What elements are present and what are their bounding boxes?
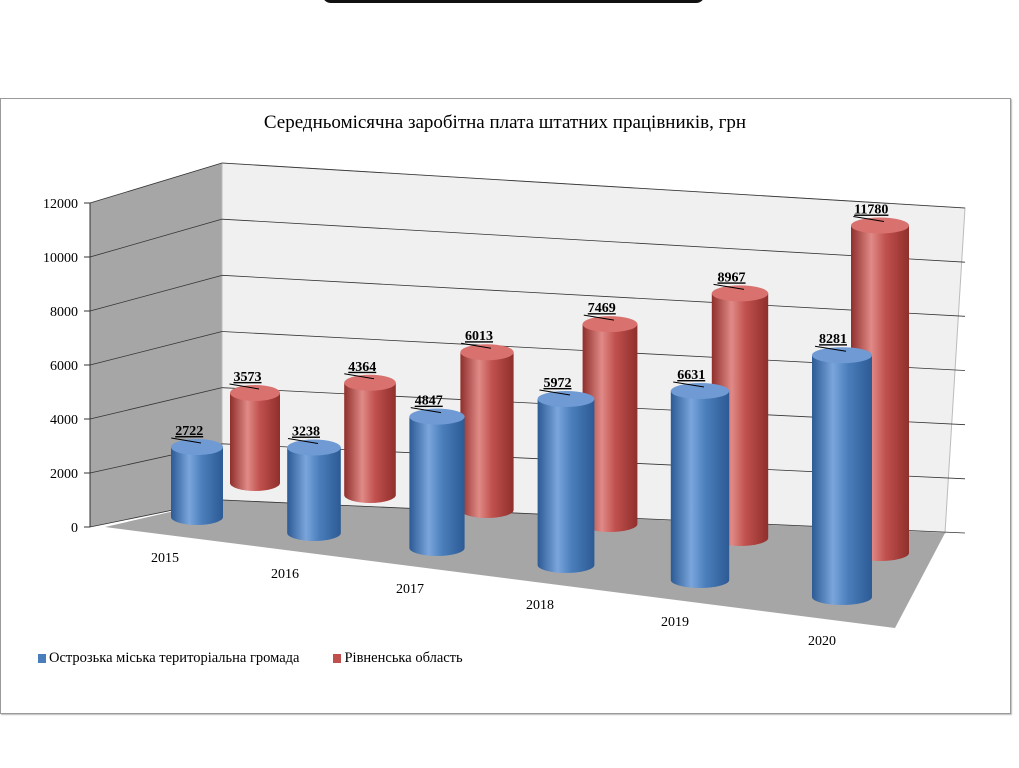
cylinder-top (711, 285, 769, 302)
cylinder-body (287, 447, 341, 541)
cylinder-top (670, 383, 730, 400)
cylinder-top (230, 384, 280, 401)
gridline (221, 274, 966, 317)
cylinder-top (537, 390, 595, 407)
cylinder-body (670, 391, 730, 588)
data-label: 8967 (718, 270, 746, 285)
data-label: 3238 (292, 425, 320, 440)
cylinder-blue-2017: 4847 (409, 394, 465, 556)
x-tick-label: 2015 (151, 551, 179, 566)
cylinder-top (851, 217, 909, 234)
data-label-leader (539, 389, 571, 396)
legend-item-series-1: Острозька міська територіальна громада (38, 650, 299, 667)
data-label-leader (814, 345, 847, 352)
cylinder-top (460, 344, 514, 361)
x-tick-label: 2019 (661, 615, 689, 630)
data-label-leader (460, 342, 492, 349)
cylinder-red-2015: 3573 (229, 370, 280, 491)
x-tick-label: 2018 (526, 598, 554, 613)
data-label-leader (171, 437, 202, 444)
cylinder-body (171, 447, 223, 525)
y-tick-label: 2000 (50, 467, 78, 482)
cylinder-top (582, 316, 638, 333)
cylinder-red-2018: 7469 (582, 301, 638, 532)
cylinder-top (344, 374, 396, 391)
gridline (89, 331, 223, 366)
data-label-leader (673, 381, 705, 388)
legend: Острозька міська територіальна громада Р… (38, 650, 463, 667)
cylinder-blue-2020: 8281 (812, 332, 872, 605)
side-wall (90, 163, 222, 527)
data-label: 8281 (819, 332, 847, 347)
legend-swatch-blue (38, 654, 46, 663)
gridline (89, 218, 223, 258)
chart-title: Середньомісячна заробітна плата штатних … (263, 112, 747, 133)
data-label-leader (713, 283, 745, 290)
gridline (221, 218, 966, 263)
cylinder-body (409, 416, 465, 556)
y-tick-label: 10000 (43, 251, 78, 266)
data-label-leader (853, 216, 885, 223)
cylinder-body (460, 352, 514, 518)
y-tick-label: 0 (71, 521, 78, 536)
gridline (89, 387, 223, 420)
cylinder-blue-2016: 3238 (287, 425, 341, 541)
data-label: 2722 (175, 424, 203, 439)
y-tick-label: 12000 (43, 197, 78, 212)
y-tick-label: 6000 (50, 359, 78, 374)
legend-label: Рівненська область (344, 650, 463, 666)
data-label: 5972 (543, 376, 571, 391)
cylinder-blue-2015: 2722 (171, 424, 223, 525)
cylinder-body (230, 392, 280, 491)
cylinder-top (171, 439, 223, 456)
data-label: 7469 (588, 301, 616, 316)
cylinder-body (582, 324, 638, 532)
cylinder-body (537, 398, 595, 573)
cylinder-body (812, 355, 872, 605)
y-tick-label: 4000 (50, 413, 78, 428)
data-label-leader (229, 383, 260, 390)
data-label: 6631 (677, 368, 705, 383)
chart-frame (0, 98, 1011, 714)
legend-item-series-2: Рівненська область (333, 650, 463, 667)
gridline (89, 274, 223, 312)
top-black-bar (322, 0, 705, 3)
data-label: 4847 (415, 394, 443, 409)
data-label-leader (344, 373, 375, 380)
cylinder-red-2017: 6013 (460, 329, 514, 518)
y-tick-label: 8000 (50, 305, 78, 320)
data-label-leader (583, 314, 615, 321)
cylinder-top (812, 347, 872, 364)
data-label: 11780 (854, 203, 888, 218)
data-label: 6013 (465, 329, 493, 344)
x-tick-label: 2020 (808, 634, 836, 649)
legend-swatch-red (333, 654, 342, 663)
legend-label: Острозька міська територіальна громада (49, 650, 300, 666)
data-label-leader (410, 407, 442, 414)
cylinder-top (409, 408, 465, 425)
data-label: 4364 (348, 360, 376, 375)
cylinder-blue-2019: 6631 (670, 368, 730, 588)
cylinder-blue-2018: 5972 (537, 376, 595, 573)
data-label: 3573 (234, 370, 262, 385)
x-tick-label: 2016 (271, 567, 299, 582)
gridline (221, 162, 966, 209)
gridline (89, 162, 223, 204)
x-tick-label: 2017 (396, 582, 424, 597)
cylinder-red-2016: 4364 (344, 360, 396, 503)
data-label-leader (287, 438, 319, 445)
cylinder-body (344, 382, 396, 503)
cylinder-top (287, 439, 341, 456)
